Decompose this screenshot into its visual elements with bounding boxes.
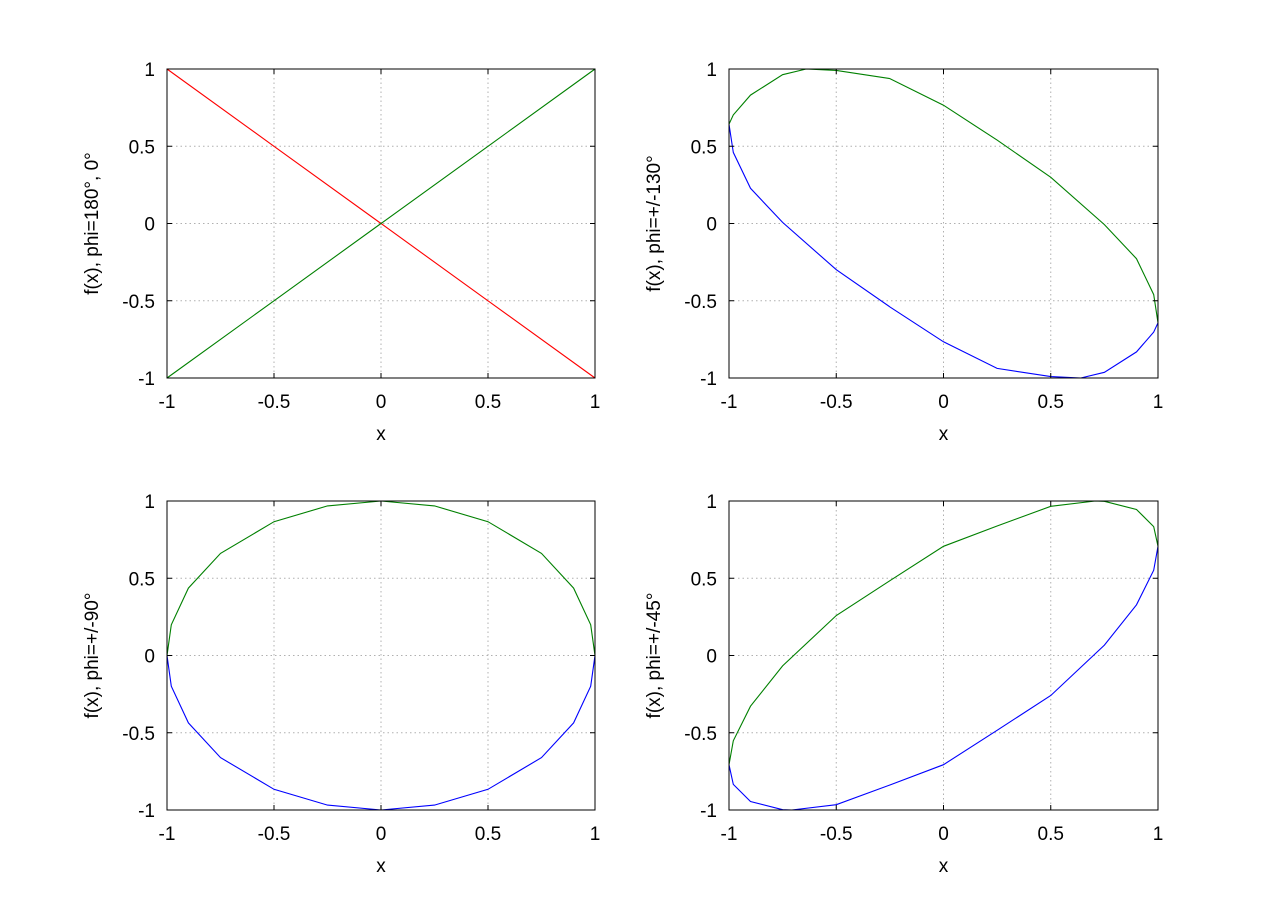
x-tick-label: 0 (938, 392, 949, 413)
y-tick-label: -1 (700, 369, 717, 390)
y-tick-label: -1 (138, 801, 155, 822)
y-tick-label: 1 (706, 492, 717, 513)
x-tick-label: 0.5 (1038, 824, 1064, 845)
x-tick-label: -1 (159, 824, 176, 845)
subplot-1: -1 -0.5 0 0.5 1 -1 -0.5 0 0.5 1 x f(x), phi=180°, 0… (82, 60, 600, 445)
y-axis-label: f(x), phi=+/-90° (82, 593, 103, 719)
y-tick-label: 1 (144, 492, 155, 513)
series-line-1 (728, 124, 1159, 379)
y-tick-label: 0 (706, 647, 717, 668)
x-tick-label: 0 (938, 824, 949, 845)
y-tick-label: 0 (144, 215, 155, 236)
y-tick-label: 1 (144, 60, 155, 81)
y-tick-label: -0.5 (684, 724, 717, 745)
subplot-4: -1 -0.5 0 0.5 1 -1 -0.5 0 0.5 1 x f(x), phi=+/-45° (644, 492, 1163, 877)
series-line-2 (728, 68, 1159, 323)
subplot-2: -1 -0.5 0 0.5 1 -1 -0.5 0 0.5 1 x f(x), phi=+/-130° (644, 60, 1163, 445)
x-tick-label: 0.5 (475, 392, 501, 413)
x-tick-label: -0.5 (258, 824, 291, 845)
y-tick-label: 0 (706, 215, 717, 236)
y-tick-label: 0.5 (129, 137, 155, 158)
y-tick-label: 1 (706, 60, 717, 81)
x-tick-label: 1 (1153, 824, 1164, 845)
x-tick-label: 0.5 (475, 824, 501, 845)
y-tick-label: 0.5 (691, 137, 717, 158)
x-axis-label: x (939, 856, 949, 877)
x-tick-label: -1 (159, 392, 176, 413)
y-tick-label: -0.5 (122, 724, 155, 745)
y-tick-label: -1 (138, 369, 155, 390)
x-tick-label: -1 (721, 824, 738, 845)
series-line-1 (728, 546, 1159, 811)
series-line-2 (728, 500, 1159, 765)
x-tick-label: -0.5 (820, 392, 853, 413)
x-tick-label: -0.5 (820, 824, 853, 845)
y-axis-label: f(x), phi=+/-130° (644, 155, 665, 291)
series-line-2 (166, 68, 596, 379)
y-tick-label: 0 (144, 647, 155, 668)
subplot-3: -1 -0.5 0 0.5 1 -1 -0.5 0 0.5 1 x f(x), phi=+/-90° (82, 492, 600, 877)
y-tick-label: 0.5 (129, 569, 155, 590)
y-axis-label: f(x), phi=+/-45° (644, 593, 665, 719)
x-axis-label: x (939, 424, 949, 445)
y-tick-label: -0.5 (122, 292, 155, 313)
x-tick-label: 0 (376, 392, 387, 413)
x-tick-label: -0.5 (258, 392, 291, 413)
x-axis-label: x (376, 424, 386, 445)
y-tick-label: 0.5 (691, 569, 717, 590)
x-tick-label: 1 (1153, 392, 1164, 413)
y-axis-label: f(x), phi=180°, 0° (82, 152, 103, 294)
y-tick-label: -0.5 (684, 292, 717, 313)
x-axis-label: x (376, 856, 386, 877)
x-tick-label: 1 (590, 824, 601, 845)
x-tick-label: 0 (376, 824, 387, 845)
x-tick-label: -1 (721, 392, 738, 413)
x-tick-label: 1 (590, 392, 601, 413)
y-tick-label: -1 (700, 801, 717, 822)
x-tick-label: 0.5 (1038, 392, 1064, 413)
